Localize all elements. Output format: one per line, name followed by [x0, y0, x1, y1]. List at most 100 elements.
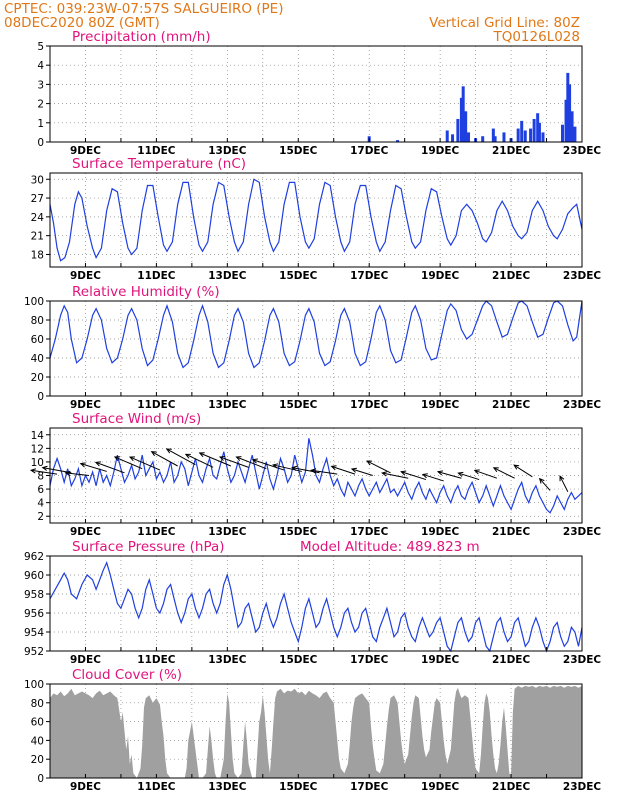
panel-title: Relative Humidity (%) [72, 284, 220, 300]
y-tick-label: 12 [31, 443, 44, 455]
wind-arrow-head [492, 467, 499, 473]
y-tick-label: 962 [24, 551, 44, 563]
precip-bar [573, 126, 577, 142]
header-grid-note: Vertical Grid Line: 80Z [429, 15, 580, 31]
x-tick-label: 9DEC [70, 399, 101, 411]
series-line [49, 560, 583, 653]
panel-frame [49, 45, 583, 143]
y-tick-label: 20 [31, 372, 44, 384]
precip-bar [570, 111, 574, 142]
precip-bar [467, 132, 471, 142]
x-tick-label: 15DEC [279, 145, 318, 157]
panel-6: 0 20 40 60 80 100 9DEC 11DEC 13DEC 15DEC 17DEC 19DE… [24, 667, 601, 793]
wind-arrow-head [128, 456, 136, 462]
precip-bar [564, 99, 568, 142]
y-tick-label: 960 [24, 570, 44, 582]
precip-bar [536, 113, 540, 142]
wind-arrow-shaft [129, 456, 161, 471]
wind-arrow-head [198, 452, 205, 458]
header-model-code: TQ0126L028 [492, 29, 580, 45]
precip-bar [537, 122, 541, 142]
y-tick-label: 5 [37, 41, 44, 53]
panel-title: Surface Pressure (hPa) [72, 539, 225, 555]
x-tick-label: 19DEC [421, 526, 460, 538]
wind-arrow-head [113, 456, 120, 462]
x-tick-label: 15DEC [279, 781, 318, 793]
panel-title: Surface Wind (m/s) [72, 411, 201, 427]
wind-arrow-head [251, 458, 258, 464]
panel-5: 952 954 956 958 960 962 9DEC 11DEC 13DEC 15DEC 17D… [24, 539, 601, 666]
y-tick-label: 0 [37, 391, 44, 403]
wind-arrow-head [184, 453, 191, 459]
wind-arrow-head [79, 462, 86, 468]
y-tick-label: 10 [31, 457, 44, 469]
wind-arrow-shaft [437, 471, 462, 479]
x-tick-label: 21DEC [492, 526, 531, 538]
y-tick-label: 8 [37, 471, 44, 483]
panel-2: 18 21 24 27 30 9DEC 11DEC 13DEC 15DEC 17DEC 19DEC 2… [31, 156, 602, 282]
precip-bar [502, 132, 506, 142]
x-tick-label: 23DEC [563, 526, 602, 538]
wind-arrow-shaft [185, 453, 214, 468]
wind-arrow-shaft [311, 469, 338, 475]
x-tick-label: 9DEC [70, 654, 101, 666]
x-tick-label: 23DEC [563, 270, 602, 282]
x-tick-label: 19DEC [421, 399, 460, 411]
x-tick-label: 11DEC [137, 399, 176, 411]
y-tick-label: 6 [37, 484, 44, 496]
x-tick-label: 15DEC [279, 399, 318, 411]
precip-bar [560, 124, 564, 142]
x-tick-label: 17DEC [350, 654, 389, 666]
x-tick-label: 11DEC [137, 526, 176, 538]
wind-arrow-head [513, 464, 520, 470]
wind-arrow-head [436, 470, 444, 476]
wind-arrow-head [150, 451, 157, 457]
x-tick-label: 19DEC [421, 270, 460, 282]
wind-arrow-shaft [331, 465, 356, 475]
wind-arrow-shaft [292, 467, 320, 474]
wind-arrow-head [94, 461, 101, 467]
x-tick-label: 17DEC [350, 526, 389, 538]
x-tick-label: 13DEC [208, 399, 247, 411]
wind-arrow-head [41, 465, 48, 471]
panel-title: Surface Temperature (nC) [72, 156, 246, 172]
wind-arrow-head [29, 468, 37, 474]
y-tick-label: 4 [37, 498, 44, 510]
wind-arrow-head [272, 463, 279, 469]
y-tick-label: 21 [31, 231, 44, 243]
y-tick-label: 18 [31, 249, 44, 261]
x-tick-label: 17DEC [350, 270, 389, 282]
y-tick-label: 954 [24, 627, 44, 639]
wind-arrow-head [64, 470, 71, 476]
wind-arrow-shaft [458, 472, 480, 481]
wind-arrow-shaft [401, 471, 427, 481]
x-tick-label: 17DEC [350, 781, 389, 793]
x-tick-label: 13DEC [208, 145, 247, 157]
series-line [49, 438, 583, 514]
y-tick-label: 1 [37, 118, 44, 130]
wind-arrow-head [538, 477, 545, 484]
panel-title: Cloud Cover (%) [72, 667, 182, 683]
x-tick-label: 23DEC [563, 654, 602, 666]
wind-arrow-shaft [382, 472, 409, 479]
y-tick-label: 3 [37, 79, 44, 91]
wind-arrow-shaft [114, 456, 143, 470]
wind-arrow-head [457, 471, 464, 477]
precip-bar [396, 140, 400, 142]
precip-bar [493, 136, 497, 142]
wind-arrow-head [350, 467, 357, 473]
precip-bar [568, 84, 572, 142]
wind-arrow-shaft [351, 468, 373, 476]
y-tick-label: 952 [24, 646, 44, 658]
x-tick-label: 15DEC [279, 526, 318, 538]
y-tick-label: 0 [37, 137, 44, 149]
wind-arrow-shaft [31, 469, 58, 475]
wind-arrow-shaft [65, 472, 90, 476]
precip-bar [532, 118, 536, 142]
x-tick-label: 23DEC [563, 145, 602, 157]
y-tick-label: 14 [31, 430, 45, 442]
x-tick-label: 13DEC [208, 270, 247, 282]
panel-1: 0 1 2 3 4 5 9DEC 11DEC 13DEC 15DEC 17DEC 19DEC 21DEC… [37, 29, 601, 157]
